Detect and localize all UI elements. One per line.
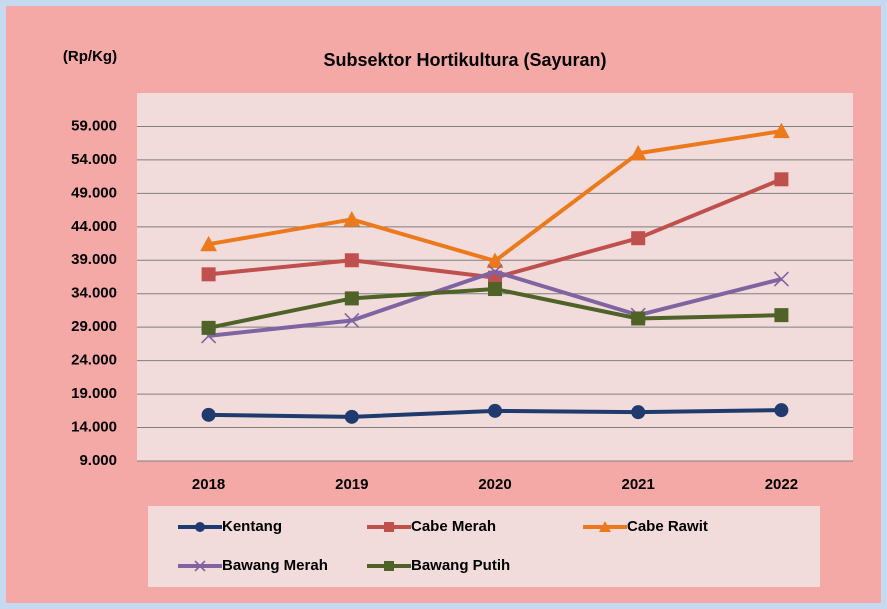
data-point (487, 264, 503, 280)
legend-label: Cabe Merah (411, 518, 496, 535)
y-tick-label: 39.000 (71, 251, 117, 268)
y-tick-label: 24.000 (71, 352, 117, 369)
x-tick-label: 2020 (478, 476, 511, 493)
data-point (344, 291, 359, 306)
y-tick-label: 59.000 (71, 117, 117, 134)
y-tick-label: 29.000 (71, 318, 117, 335)
data-point (774, 172, 789, 187)
legend-label: Kentang (222, 518, 282, 535)
y-tick-label: 19.000 (71, 385, 117, 402)
data-point (773, 122, 790, 139)
legend-marker (195, 522, 205, 532)
legend-marker (384, 522, 394, 532)
y-tick-label: 9.000 (79, 452, 117, 469)
data-point (773, 271, 789, 287)
data-point (200, 235, 217, 252)
data-point (488, 282, 502, 297)
legend-label: Bawang Merah (222, 557, 328, 574)
data-point (774, 403, 789, 418)
data-point (631, 405, 646, 420)
data-point (488, 403, 502, 418)
legend-box (148, 506, 820, 587)
data-point (486, 252, 504, 268)
chart-title: Subsektor Hortikultura (Sayuran) (323, 50, 606, 70)
y-tick-label: 54.000 (71, 151, 117, 168)
data-point (201, 320, 216, 335)
data-point (343, 211, 361, 227)
y-tick-label: 49.000 (71, 184, 117, 201)
data-point (631, 231, 646, 246)
data-point (344, 253, 359, 268)
data-point (631, 311, 646, 326)
y-tick-label: 44.000 (71, 218, 117, 235)
legend-marker (599, 521, 611, 532)
x-tick-label: 2022 (765, 476, 798, 493)
legend-marker (194, 560, 206, 572)
data-point (344, 409, 359, 424)
data-point (774, 308, 789, 323)
x-tick-label: 2019 (335, 476, 368, 493)
y-tick-label: 34.000 (71, 285, 117, 302)
x-tick-label: 2021 (622, 476, 655, 493)
y-tick-label: 14.000 (71, 419, 117, 436)
data-point (344, 312, 360, 329)
data-point (629, 144, 647, 161)
legend-label: Bawang Putih (411, 557, 510, 574)
legend-label: Cabe Rawit (627, 518, 708, 535)
x-tick-label: 2018 (192, 476, 225, 493)
data-point (201, 407, 216, 422)
y-axis-label: (Rp/Kg) (63, 48, 117, 65)
data-point (201, 267, 216, 282)
legend-marker (384, 561, 394, 571)
